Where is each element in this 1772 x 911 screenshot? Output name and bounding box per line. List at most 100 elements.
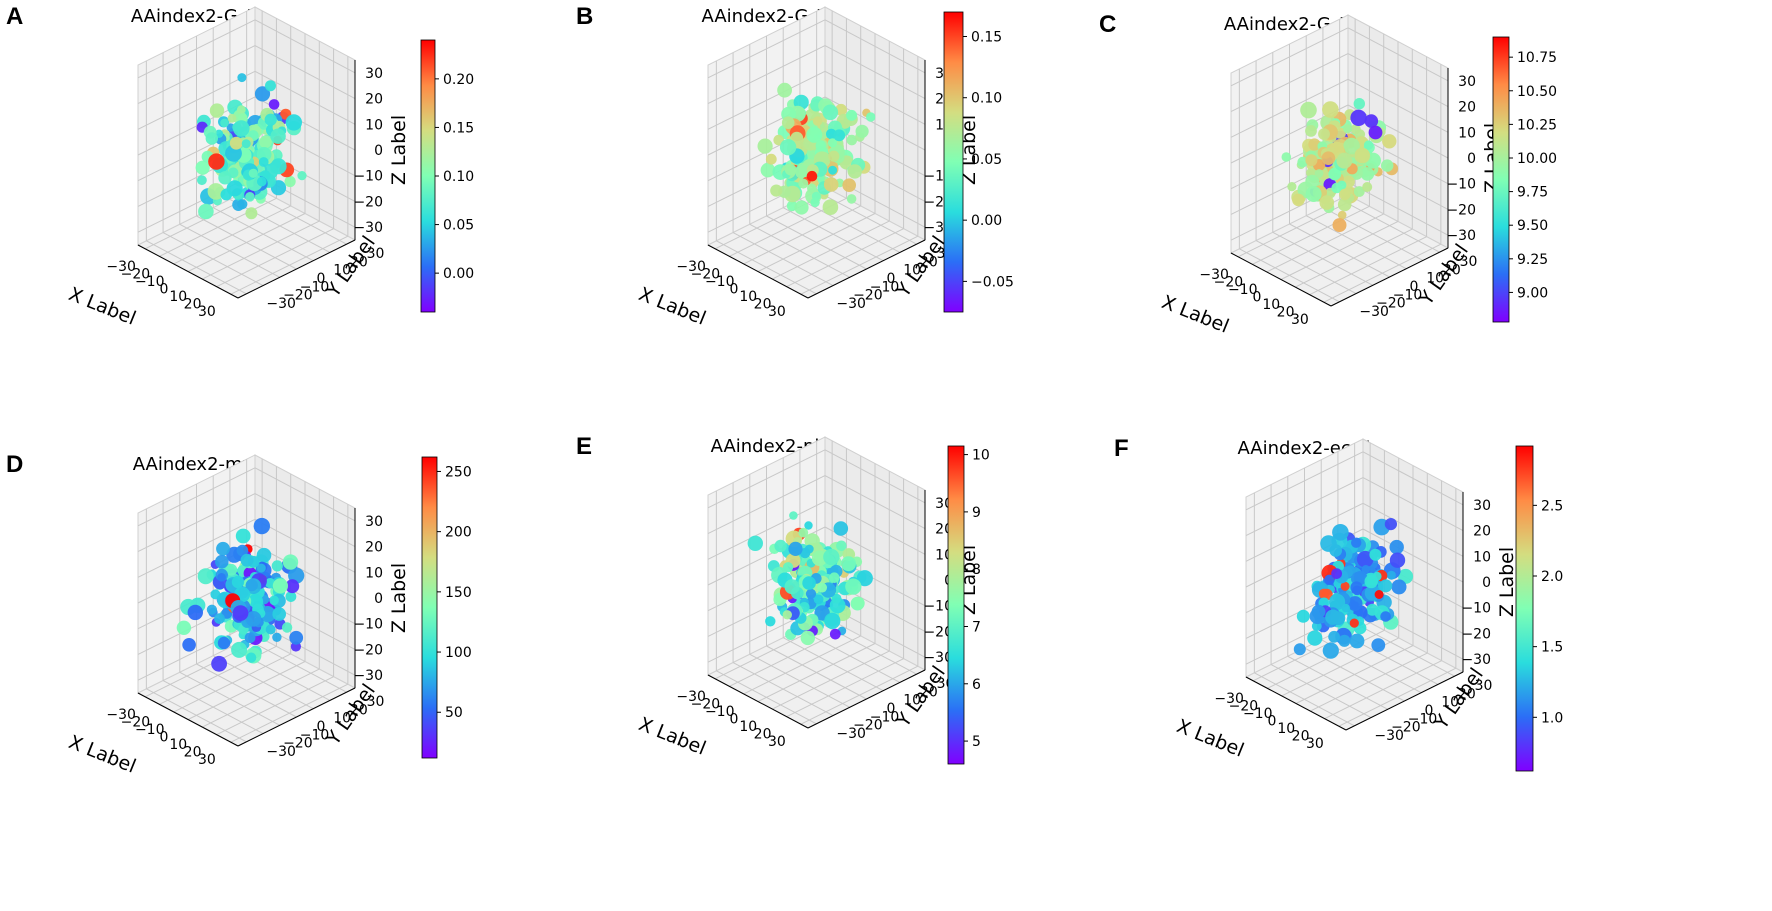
data-point [237, 199, 248, 210]
x-tick-label: 10 [739, 719, 757, 735]
x-tick-label: −30 [1214, 691, 1244, 707]
x-tick-label: 20 [184, 297, 202, 313]
data-point [211, 655, 228, 672]
data-point [269, 595, 279, 606]
colorbar-gradient [420, 39, 436, 313]
x-tick-label: −10 [705, 704, 735, 720]
data-point [231, 641, 248, 658]
data-point [1305, 186, 1322, 202]
data-point [1328, 630, 1340, 643]
data-point [829, 572, 840, 583]
data-point [851, 596, 865, 610]
x-tick-label: −10 [705, 274, 735, 290]
colorbar-tick-label: 10.00 [1517, 151, 1557, 167]
data-point [217, 636, 231, 650]
y-tick-label: 10 [903, 263, 921, 279]
data-point [1305, 154, 1318, 167]
x-tick-label: −10 [1243, 706, 1273, 722]
gridline [824, 45, 926, 100]
x-axis-line [137, 244, 239, 299]
data-point [237, 73, 247, 83]
colorbar-gradient [947, 445, 965, 765]
gridline [212, 655, 314, 710]
data-point [1293, 643, 1306, 656]
data-point [207, 183, 225, 200]
data-point [1341, 603, 1350, 613]
data-point [813, 594, 824, 605]
data-point [1325, 609, 1341, 625]
gridline [1347, 27, 1449, 82]
z-tick-label: −10 [1446, 177, 1476, 193]
data-point [1352, 585, 1362, 596]
data-point [1311, 604, 1326, 619]
gridline [1347, 78, 1449, 133]
z-tick-label: 30 [365, 514, 383, 530]
data-point [1337, 210, 1347, 220]
tick-labels: −30−30−30−20−20−20−10−10−100001010102020… [1214, 498, 1492, 752]
colorbar-f: 1.0 1.5 2.0 2.5 [1515, 445, 1563, 772]
y-tick-label: 10 [333, 711, 351, 727]
y-tick-label: 0 [1425, 703, 1434, 719]
colorbar-tick-label: 50 [445, 705, 463, 721]
panel-b: B AAindex2-G_Y−30−30−30−20−20−20−10 −10−10… [576, 3, 980, 330]
gridline [782, 207, 884, 262]
gridline [1230, 53, 1349, 113]
tick-labels: −30−30−30−20−20−20−10−10−100001010102020… [106, 66, 384, 320]
data-point [187, 604, 203, 621]
y-tick-label: −20 [283, 736, 313, 752]
panel-label: C [1099, 11, 1116, 38]
data-point [774, 539, 787, 553]
x-tick-label: 30 [1306, 736, 1324, 752]
gridline [766, 215, 867, 270]
x-tick-label: 10 [1277, 721, 1295, 737]
y-tick-label: 10 [333, 263, 351, 279]
colorbar-tick-label: 2.5 [1541, 498, 1563, 514]
data-point [836, 540, 847, 552]
panel-label: D [6, 451, 23, 478]
data-point [784, 163, 797, 176]
data-point [195, 160, 210, 175]
colorbar-tick-label: 150 [445, 585, 472, 601]
data-point [1296, 609, 1310, 623]
data-point [253, 517, 270, 535]
y-tick-label: −10 [300, 279, 330, 295]
data-point [1380, 611, 1391, 622]
gridline [216, 228, 334, 288]
x-tick-label: 30 [768, 734, 786, 750]
y-tick-label: −30 [266, 744, 296, 760]
x-tick-label: −20 [691, 696, 721, 712]
z-tick-label: −20 [923, 624, 953, 640]
data-point [1371, 638, 1386, 652]
data-point [245, 207, 258, 220]
gridline [137, 518, 256, 578]
data-point [244, 632, 256, 644]
gridline [137, 19, 256, 79]
y-tick-label: 20 [350, 254, 368, 270]
tick-labels: −30−30−30−20−20−20−10−10−100001010102020… [106, 514, 384, 768]
z-tick-label: 30 [1458, 74, 1476, 90]
colorbar-tick-label: 10.50 [1517, 84, 1557, 100]
z-axis-label: Z Label [1496, 547, 1518, 617]
data-point [1343, 137, 1360, 155]
x-tick-label: 20 [184, 745, 202, 761]
data-point [822, 104, 839, 121]
data-point [798, 178, 809, 189]
gridline [254, 544, 356, 599]
gridline [800, 665, 919, 725]
data-point [807, 183, 817, 193]
data-point [1360, 167, 1375, 181]
panel-c: C AAindex2-G_Z−30−30−30−20−20−20−10 −10−10… [1099, 11, 1503, 338]
gridline [1310, 652, 1428, 712]
z-tick-label: −30 [1461, 652, 1491, 668]
data-point [1324, 574, 1335, 585]
gridline [1362, 502, 1464, 557]
x-axis-label: X Label [1174, 715, 1247, 762]
x-tick-label: −30 [106, 259, 136, 275]
colorbar-tick-label: 6 [972, 677, 981, 693]
colorbar-tick-label: 7 [972, 619, 981, 635]
data-point [1332, 524, 1349, 541]
gridline [1289, 223, 1390, 278]
gridline [707, 70, 826, 130]
gridline [799, 628, 901, 683]
x-axis-label: X Label [1159, 291, 1232, 338]
